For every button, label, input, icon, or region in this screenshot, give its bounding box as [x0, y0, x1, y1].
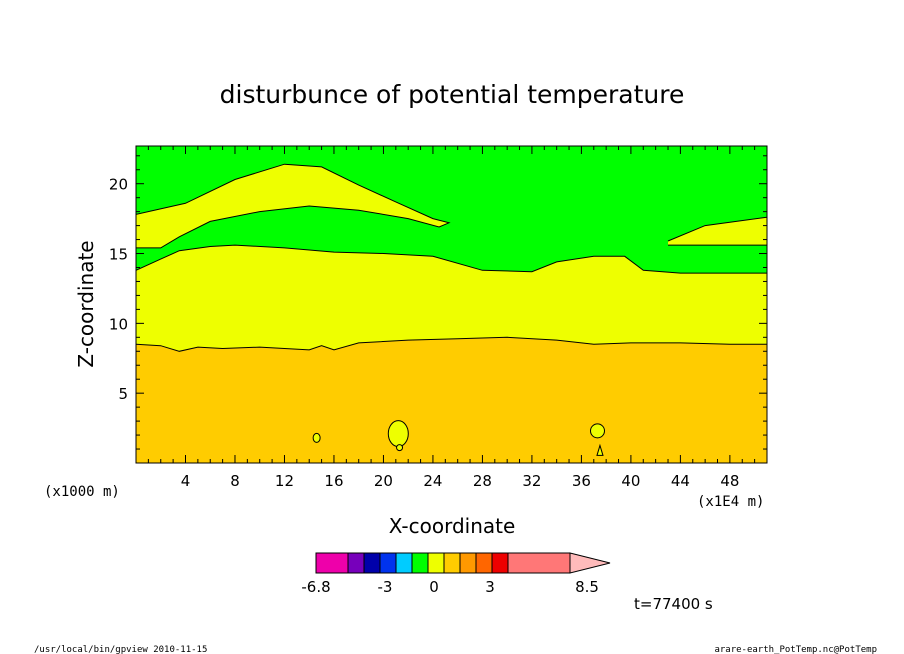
y-tick-label: 20	[109, 176, 128, 194]
x-tick-label: 8	[230, 472, 240, 490]
x-tick-label: 48	[720, 472, 739, 490]
colorbar-swatch	[347, 552, 365, 574]
colorbar-swatch	[475, 552, 493, 574]
x-tick-label: 20	[374, 472, 393, 490]
x-tick-label: 32	[522, 472, 541, 490]
colorbar-swatch	[443, 552, 461, 574]
contour-line	[136, 244, 767, 274]
footer-right: arare-earth_PotTemp.nc@PotTemp	[714, 645, 877, 654]
x-tick-label: 16	[324, 472, 343, 490]
footer-left: /usr/local/bin/gpview 2010-11-15	[34, 645, 207, 654]
yellow-region	[136, 245, 767, 352]
colorbar: -6.8 -3 0 3 8.5	[301, 552, 611, 596]
colorbar-label: -3	[378, 578, 393, 596]
colorbar-swatch	[459, 552, 477, 574]
upper-yellow-region	[136, 164, 449, 248]
colorbar-label: 8.5	[575, 578, 599, 596]
y-tick-label: 5	[118, 385, 128, 403]
right-yellow-lobe	[668, 217, 767, 246]
x-tick-label: 28	[473, 472, 492, 490]
x-tick-label: 4	[181, 472, 191, 490]
colorbar-swatch	[395, 552, 413, 574]
colorbar-swatch	[491, 552, 509, 574]
contour-line	[136, 336, 767, 352]
orange-region	[136, 337, 767, 463]
colorbar-label: 3	[485, 578, 495, 596]
colorbar-swatch	[427, 552, 445, 574]
z-unit-label: (x1000 m)	[44, 484, 120, 500]
time-label: t=77400 s	[634, 595, 713, 613]
colorbar-arrow	[569, 552, 611, 574]
colorbar-swatch	[379, 552, 397, 574]
colorbar-swatch	[363, 552, 381, 574]
y-tick-label: 15	[109, 246, 128, 264]
contour-line	[667, 216, 767, 242]
small-cell	[387, 420, 409, 448]
x-tick-label: 40	[621, 472, 640, 490]
plot-frame	[135, 145, 768, 464]
contour-line	[136, 163, 451, 249]
x-tick-label: 24	[423, 472, 442, 490]
y-tick-label: 10	[109, 315, 128, 333]
colorbar-label: 0	[429, 578, 439, 596]
x-tick-label: 36	[572, 472, 591, 490]
small-cell	[396, 444, 404, 452]
small-cell	[589, 423, 605, 439]
colorbar-swatch	[507, 552, 571, 574]
x-tick-label: 44	[671, 472, 690, 490]
colorbar-label: -6.8	[301, 578, 330, 596]
x-tick-label: 12	[275, 472, 294, 490]
small-cell	[312, 432, 321, 443]
x-axis-label: X-coordinate	[389, 514, 516, 538]
colorbar-swatch	[315, 552, 349, 574]
y-axis-label: Z-coordinate	[74, 240, 98, 367]
small-cell	[596, 443, 604, 456]
colorbar-swatch	[411, 552, 429, 574]
chart-title: disturbunce of potential temperature	[220, 80, 685, 109]
x-unit-label: (x1E4 m)	[697, 494, 764, 510]
